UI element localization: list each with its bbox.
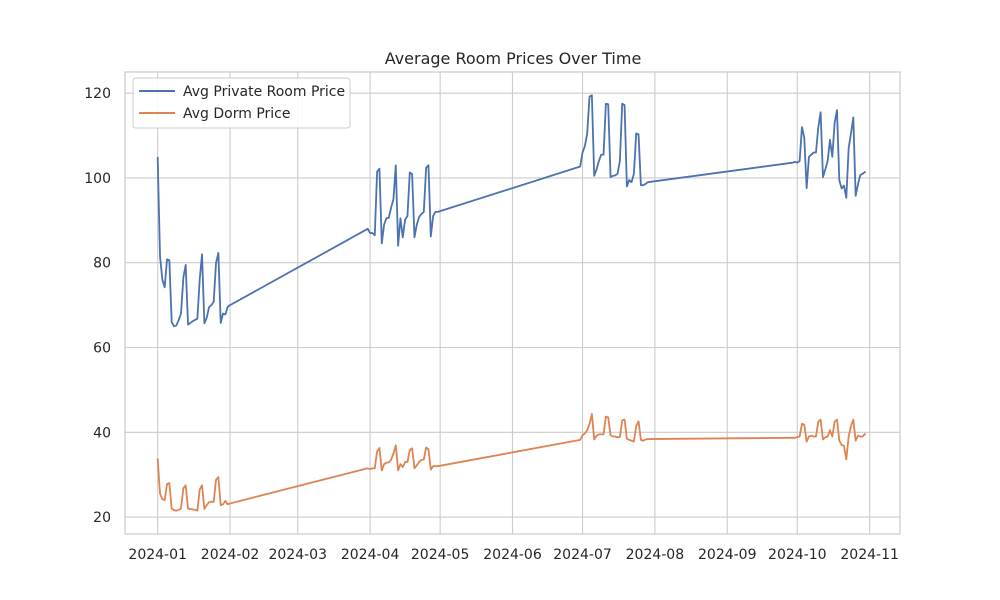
y-tick-label: 40 [93, 425, 111, 441]
x-tick-label: 2024-03 [268, 547, 327, 563]
y-tick-label: 120 [84, 86, 111, 102]
x-tick-label: 2024-05 [411, 547, 470, 563]
x-tick-label: 2024-04 [341, 547, 400, 563]
series-lines [156, 94, 866, 512]
x-tick-label: 2024-08 [626, 547, 685, 563]
y-tick-label: 20 [93, 510, 111, 526]
y-tick-label: 80 [93, 256, 111, 272]
x-tick-label: 2024-10 [768, 547, 827, 563]
series-line-dorm [156, 413, 866, 512]
x-tick-label: 2024-09 [698, 547, 757, 563]
legend-label-private: Avg Private Room Price [183, 84, 345, 100]
x-tick-label: 2024-02 [201, 547, 260, 563]
legend: Avg Private Room Price Avg Dorm Price [132, 77, 351, 129]
tick-labels: 2024-01 2024-02 2024-03 2024-04 2024-05 2024-… [84, 86, 899, 563]
chart-title: Average Room Prices Over Time [385, 49, 642, 68]
x-tick-label: 2024-07 [553, 547, 612, 563]
y-tick-label: 100 [84, 171, 111, 187]
x-tick-label: 2024-06 [483, 547, 542, 563]
x-tick-label: 2024-01 [128, 547, 187, 563]
legend-label-dorm: Avg Dorm Price [183, 106, 290, 122]
plot-frame [124, 71, 901, 535]
grid [125, 72, 900, 534]
y-tick-label: 60 [93, 341, 111, 357]
series-line-private-room [156, 94, 866, 328]
x-tick-label: 2024-11 [840, 547, 899, 563]
legend-box [132, 77, 351, 129]
